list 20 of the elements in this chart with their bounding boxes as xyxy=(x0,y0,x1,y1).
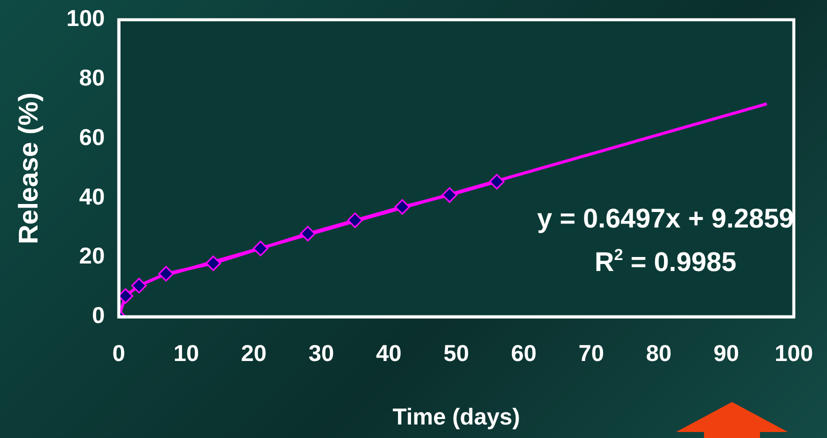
x-tick-label: 40 xyxy=(376,340,402,366)
x-tick-label: 60 xyxy=(511,340,537,366)
y-tick-label: 0 xyxy=(92,302,105,328)
y-axis-title: Release (%) xyxy=(14,92,44,244)
x-tick-label: 30 xyxy=(308,340,334,366)
x-tick-label: 10 xyxy=(173,340,200,366)
x-tick-label: 0 xyxy=(112,340,126,366)
x-tick-label: 100 xyxy=(774,340,813,366)
x-tick-label: 50 xyxy=(443,340,470,366)
x-tick-label: 20 xyxy=(240,340,267,366)
y-tick-label: 60 xyxy=(79,124,105,150)
y-tick-label: 20 xyxy=(79,242,105,269)
y-tick-label: 80 xyxy=(79,64,105,91)
x-tick-label: 70 xyxy=(578,340,604,366)
x-tick-label: 80 xyxy=(646,340,672,366)
x-axis-title: Time (days) xyxy=(392,404,520,430)
x-tick-label: 90 xyxy=(714,340,740,366)
y-tick-label: 40 xyxy=(79,183,105,210)
y-tick-label: 100 xyxy=(66,5,105,32)
annotation: y = 0.6497x + 9.2859 xyxy=(537,204,794,234)
